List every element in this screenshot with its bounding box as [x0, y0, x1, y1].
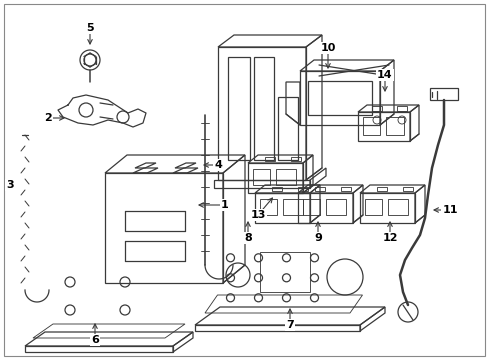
Text: 10: 10 — [320, 43, 335, 53]
Text: 1: 1 — [221, 200, 228, 210]
Text: 5: 5 — [86, 23, 94, 33]
Text: 14: 14 — [376, 70, 392, 80]
Text: 12: 12 — [382, 233, 397, 243]
Text: 8: 8 — [244, 233, 251, 243]
Text: 9: 9 — [313, 233, 321, 243]
Text: 6: 6 — [91, 335, 99, 345]
Text: 4: 4 — [214, 160, 222, 170]
Text: 3: 3 — [6, 180, 14, 190]
Text: 13: 13 — [250, 210, 265, 220]
Text: 11: 11 — [441, 205, 457, 215]
Text: 2: 2 — [44, 113, 52, 123]
Text: 7: 7 — [285, 320, 293, 330]
